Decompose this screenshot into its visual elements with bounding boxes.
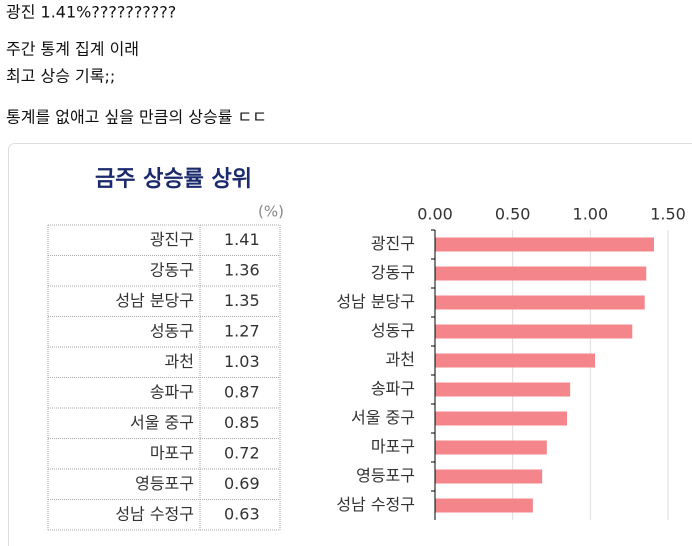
y-tick-label: 성동구	[371, 321, 415, 340]
y-tick-label: 영등포구	[356, 466, 415, 485]
table-category: 송파구	[150, 382, 194, 401]
unit-label: (%)	[258, 203, 284, 221]
table-category: 마포구	[150, 443, 194, 462]
bar	[435, 353, 595, 368]
x-tick-label: 1.50	[650, 205, 686, 224]
y-tick-label: 서울 중구	[351, 408, 415, 427]
y-tick-label: 송파구	[371, 379, 415, 398]
table-category: 영등포구	[135, 474, 194, 493]
bar	[435, 237, 655, 252]
table-category: 과천	[165, 352, 194, 371]
bar	[435, 440, 547, 455]
table-category: 성동구	[150, 321, 194, 340]
bar	[435, 469, 543, 484]
bar	[435, 266, 647, 281]
y-tick-label: 마포구	[371, 437, 415, 456]
x-tick-label: 0.00	[417, 205, 453, 224]
table-category: 성남 분당구	[115, 291, 194, 310]
x-tick-label: 1.00	[573, 205, 609, 224]
table-value: 1.36	[224, 260, 260, 279]
bar	[435, 411, 568, 426]
table-category: 서울 중구	[130, 413, 194, 432]
table-value: 1.27	[224, 321, 260, 340]
table-value: 0.87	[224, 382, 260, 401]
table-value: 0.72	[224, 443, 260, 462]
table-value: 0.85	[224, 413, 260, 432]
post-line: 통계를 없애고 싶을 만큼의 상승률 ㄷㄷ	[6, 108, 267, 127]
table-category: 강동구	[150, 260, 194, 279]
bar	[435, 295, 645, 310]
chart-title: 금주 상승률 상위	[95, 167, 252, 192]
bar	[435, 382, 571, 397]
table-category: 성남 수정구	[115, 504, 194, 523]
y-tick-label: 과천	[386, 350, 415, 369]
y-tick-label: 성남 수정구	[336, 495, 415, 514]
post-line: 최고 상승 기록;;	[6, 67, 115, 86]
table-category: 광진구	[150, 230, 194, 249]
table-value: 0.63	[224, 504, 260, 523]
x-tick-label: 0.50	[495, 205, 531, 224]
y-tick-label: 강동구	[371, 263, 415, 282]
table-value: 1.03	[224, 352, 260, 371]
table-value: 1.41	[224, 230, 260, 249]
post-line: 광진 1.41%??????????	[6, 3, 176, 22]
table-value: 0.69	[224, 474, 260, 493]
y-tick-label: 광진구	[371, 234, 415, 253]
post-line: 주간 통계 집계 이래	[6, 40, 139, 59]
y-tick-label: 성남 분당구	[336, 292, 415, 311]
table-value: 1.35	[224, 291, 260, 310]
bar	[435, 324, 633, 339]
bar	[435, 498, 533, 513]
